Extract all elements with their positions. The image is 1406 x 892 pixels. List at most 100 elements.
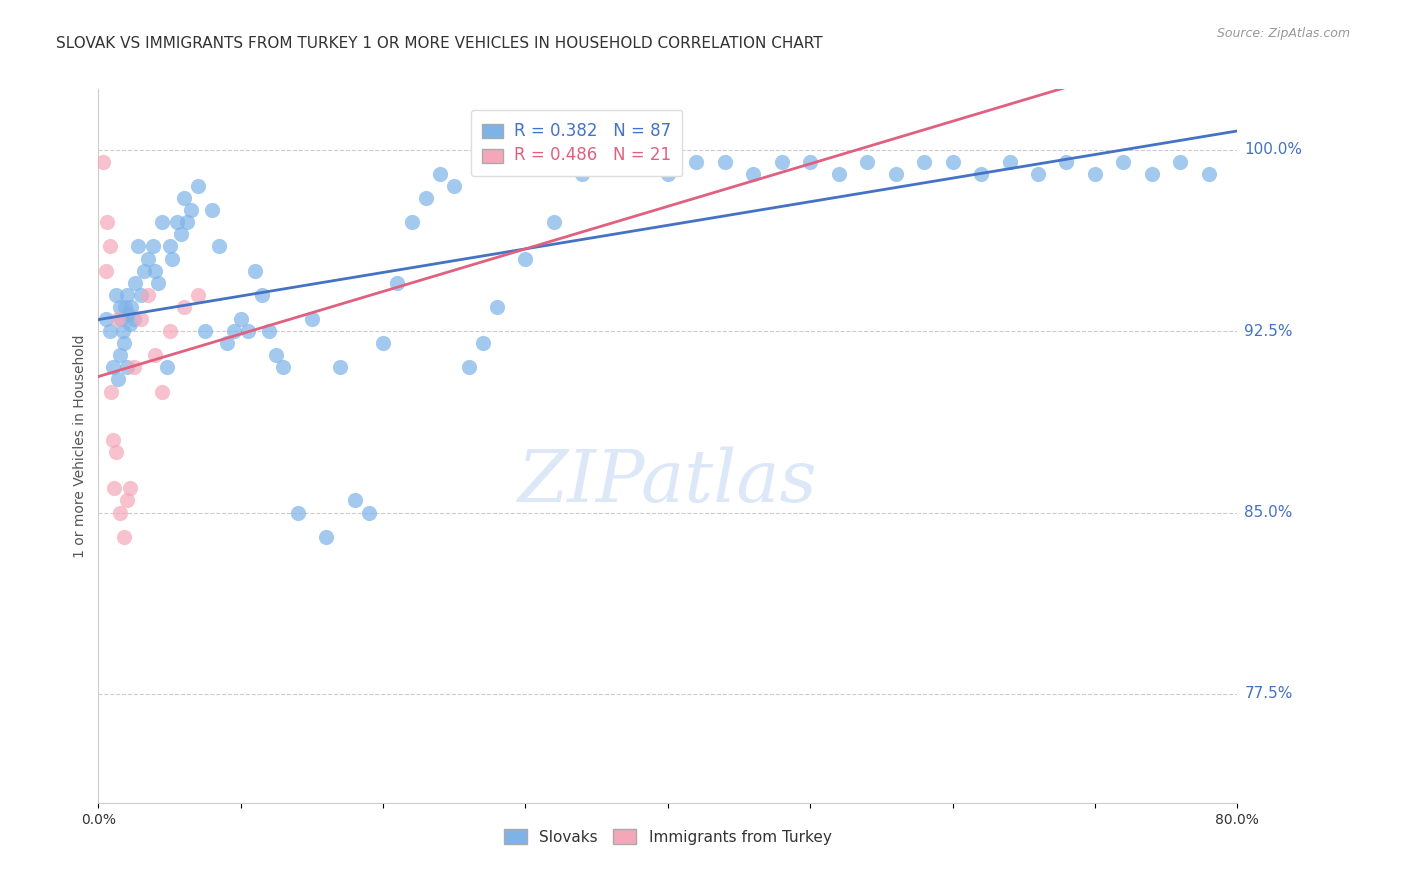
Point	[208, 239, 231, 253]
Point	[94, 312, 117, 326]
Point	[357, 506, 380, 520]
Point	[104, 288, 127, 302]
Point	[998, 154, 1021, 169]
Point	[115, 288, 138, 302]
Point	[162, 252, 184, 266]
Text: SLOVAK VS IMMIGRANTS FROM TURKEY 1 OR MORE VEHICLES IN HOUSEHOLD CORRELATION CHA: SLOVAK VS IMMIGRANTS FROM TURKEY 1 OR MO…	[56, 36, 823, 51]
Point	[117, 307, 139, 321]
Point	[1112, 154, 1135, 169]
Point	[657, 167, 679, 181]
Point	[170, 227, 193, 242]
Point	[229, 312, 252, 326]
Point	[152, 384, 174, 399]
Y-axis label: 1 or more Vehicles in Household: 1 or more Vehicles in Household	[73, 334, 87, 558]
Point	[1084, 167, 1107, 181]
Point	[159, 324, 181, 338]
Point	[515, 252, 537, 266]
Point	[91, 154, 114, 169]
Point	[856, 154, 879, 169]
Point	[112, 336, 135, 351]
Point	[457, 360, 479, 375]
Point	[101, 360, 124, 375]
Point	[714, 154, 737, 169]
Point	[401, 215, 423, 229]
Point	[108, 348, 131, 362]
Point	[273, 360, 295, 375]
Point	[1198, 167, 1220, 181]
Point	[159, 239, 181, 253]
Point	[543, 215, 565, 229]
Point	[571, 167, 593, 181]
Point	[287, 506, 309, 520]
Point	[173, 300, 195, 314]
Point	[148, 276, 170, 290]
Point	[799, 154, 821, 169]
Point	[96, 215, 118, 229]
Point	[145, 348, 167, 362]
Point	[156, 360, 179, 375]
Point	[115, 493, 138, 508]
Point	[111, 324, 134, 338]
Point	[187, 178, 209, 193]
Point	[108, 506, 131, 520]
Point	[152, 215, 174, 229]
Point	[94, 263, 117, 277]
Point	[222, 324, 245, 338]
Point	[259, 324, 281, 338]
Point	[112, 530, 135, 544]
Point	[1140, 167, 1163, 181]
Point	[98, 239, 121, 253]
Point	[136, 252, 159, 266]
Point	[118, 317, 141, 331]
Point	[104, 445, 127, 459]
Point	[145, 263, 167, 277]
Point	[486, 300, 509, 314]
Point	[770, 154, 793, 169]
Point	[343, 493, 366, 508]
Point	[120, 300, 142, 314]
Point	[136, 288, 159, 302]
Point	[1026, 167, 1049, 181]
Text: 92.5%: 92.5%	[1244, 324, 1294, 339]
Point	[107, 312, 129, 326]
Point	[387, 276, 409, 290]
Point	[122, 360, 145, 375]
Point	[98, 324, 121, 338]
Point	[103, 481, 125, 495]
Point	[1056, 154, 1078, 169]
Point	[1170, 154, 1192, 169]
Point	[194, 324, 217, 338]
Point	[100, 384, 122, 399]
Point	[250, 288, 273, 302]
Point	[201, 203, 224, 218]
Point	[942, 154, 965, 169]
Point	[101, 433, 124, 447]
Point	[132, 263, 155, 277]
Point	[215, 336, 238, 351]
Point	[141, 239, 163, 253]
Point	[118, 481, 141, 495]
Text: ZIPatlas: ZIPatlas	[517, 446, 818, 517]
Point	[828, 167, 851, 181]
Point	[371, 336, 394, 351]
Text: 77.5%: 77.5%	[1244, 687, 1292, 701]
Point	[471, 336, 494, 351]
Text: 85.0%: 85.0%	[1244, 505, 1292, 520]
Point	[173, 191, 195, 205]
Point	[176, 215, 198, 229]
Point	[107, 372, 129, 386]
Point	[187, 288, 209, 302]
Point	[329, 360, 352, 375]
Point	[129, 288, 152, 302]
Point	[970, 167, 993, 181]
Text: 100.0%: 100.0%	[1244, 142, 1302, 157]
Point	[124, 276, 146, 290]
Point	[114, 300, 136, 314]
Point	[429, 167, 451, 181]
Point	[180, 203, 202, 218]
Text: Source: ZipAtlas.com: Source: ZipAtlas.com	[1216, 27, 1350, 40]
Point	[912, 154, 935, 169]
Legend: R = 0.382   N = 87, R = 0.486   N = 21: R = 0.382 N = 87, R = 0.486 N = 21	[471, 111, 682, 176]
Point	[122, 312, 145, 326]
Point	[884, 167, 907, 181]
